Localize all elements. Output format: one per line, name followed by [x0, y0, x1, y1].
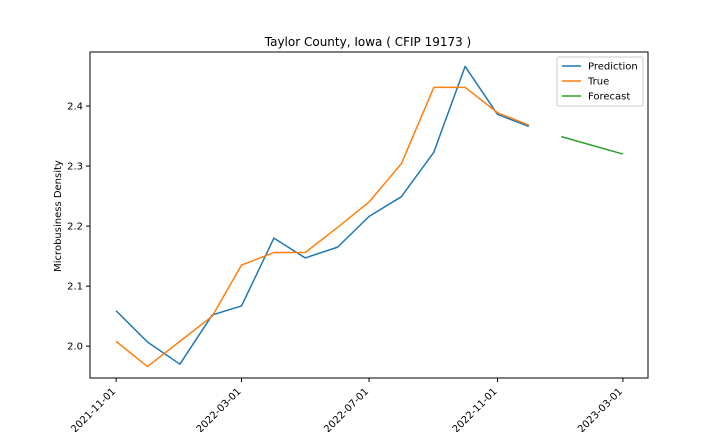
series-line-true [115, 86, 530, 368]
y-tick-label: 2.3 [67, 162, 83, 173]
y-tick-label: 2.1 [67, 282, 83, 293]
legend-label: Prediction [588, 62, 638, 73]
y-tick-label: 2.4 [67, 102, 83, 113]
legend-label: True [587, 77, 609, 88]
y-tick-label: 2.2 [67, 222, 83, 233]
legend-label: Forecast [588, 92, 630, 103]
chart-title: Taylor County, Iowa ( CFIP 19173 ) [264, 35, 472, 49]
plot-lines [115, 65, 624, 368]
series-line-prediction [115, 65, 530, 365]
plot-frame [89, 51, 649, 379]
y-axis-label: Microbusiness Density [53, 160, 64, 272]
series-line-forecast [561, 135, 624, 155]
legend: Prediction True Forecast [556, 56, 644, 107]
legend-box [556, 56, 644, 107]
y-tick-label: 2.0 [67, 342, 83, 353]
